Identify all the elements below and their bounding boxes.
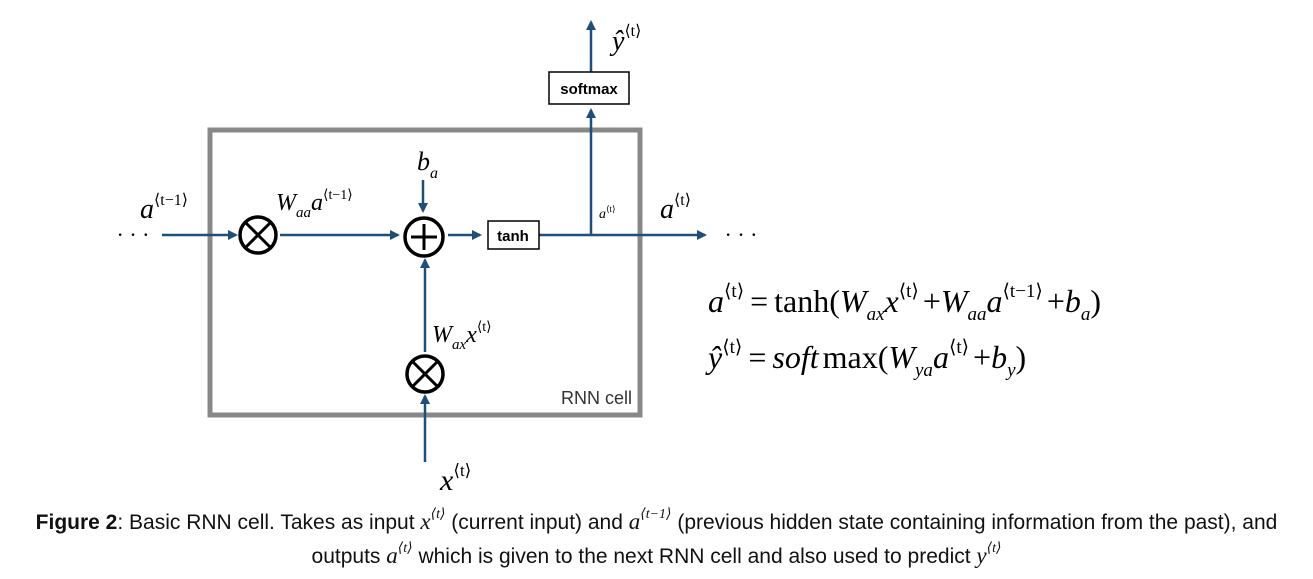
caption-text-1: : Basic RNN cell. Takes as input (117, 511, 421, 534)
x-input-label: x⟨t⟩ (439, 461, 471, 497)
tanh-box (487, 220, 540, 250)
equation-hidden-state: a⟨t⟩ = tanh(Waxx⟨t⟩ +Waaa⟨t−1⟩ +ba) (708, 281, 1101, 325)
tanh-label: tanh (497, 228, 529, 245)
caption-figure-number: Figure 2 (35, 511, 118, 534)
y-hat-label: ŷ⟨t⟩ (609, 23, 641, 57)
caption-y-term: y⟨t⟩ (976, 541, 1002, 569)
a-prev-label: a⟨t−1⟩ (140, 192, 188, 225)
ellipsis-right: · · · (725, 222, 758, 247)
caption-a-term: a⟨t⟩ (386, 541, 413, 569)
add-node (403, 216, 445, 258)
caption-x-term: x⟨t⟩ (420, 507, 446, 535)
softmax-box (548, 71, 630, 105)
rnn-cell-label: RNN cell (561, 388, 632, 408)
caption-a-prev-term: a⟨t−1⟩ (628, 507, 672, 535)
caption-text-2: (current input) and (445, 511, 629, 534)
multiply-node-top (238, 215, 278, 255)
a-output-label: a⟨t⟩ (660, 192, 691, 225)
softmax-label: softmax (560, 81, 618, 98)
wax-term-label: Waxx⟨t⟩ (432, 320, 492, 353)
caption-text-3: (previous hidden state containing inform… (311, 511, 1278, 568)
caption-text-4: which is given to the next RNN cell and … (412, 545, 977, 568)
multiply-node-bottom (405, 354, 445, 394)
ellipsis-left: · · · (117, 222, 150, 247)
a-t-small-label: a⟨t⟩ (599, 204, 616, 222)
waa-term-label: Waaa⟨t−1⟩ (276, 188, 353, 221)
bias-label: ba (417, 147, 438, 182)
figure-caption: Figure 2: Basic RNN cell. Takes as input… (0, 505, 1313, 573)
equation-prediction: ŷ⟨t⟩ = soft max(Wyaa⟨t⟩ +by) (705, 337, 1026, 381)
